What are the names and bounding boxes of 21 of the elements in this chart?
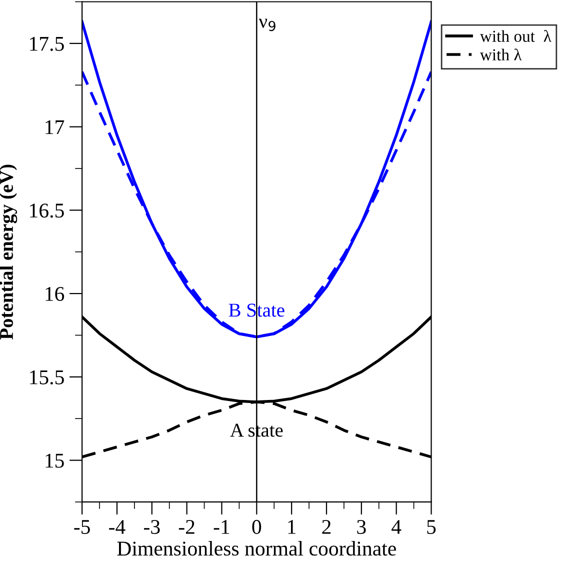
x-tick-label: -5 — [74, 520, 90, 534]
x-tick-label: -4 — [109, 520, 126, 534]
legend-label: with out λ — [480, 30, 552, 42]
y-tick-label: 16 — [46, 286, 64, 301]
x-tick-label: -2 — [178, 520, 194, 534]
x-axis-title: Dimensionless normal coordinate — [117, 540, 396, 556]
x-tick-label: 5 — [427, 520, 436, 534]
y-tick-label: 15.5 — [30, 370, 64, 384]
x-tick-label: 1 — [288, 520, 296, 534]
x-tick-label: 2 — [322, 520, 331, 534]
x-tick-label: 4 — [392, 520, 402, 534]
y-tick-label: 17 — [46, 120, 64, 134]
x-tick-label: -1 — [214, 520, 230, 534]
x-tick-label: 0 — [252, 520, 262, 534]
ref-line-label: ν$_{9}$ — [258, 18, 276, 32]
x-tick-label: -3 — [144, 520, 160, 534]
y-tick-label: 17.5 — [30, 36, 64, 51]
legend-label: with λ — [480, 48, 522, 60]
y-tick-label: 16.5 — [30, 204, 64, 218]
x-tick-label: 3 — [357, 520, 366, 534]
y-tick-label: 15 — [46, 454, 64, 468]
